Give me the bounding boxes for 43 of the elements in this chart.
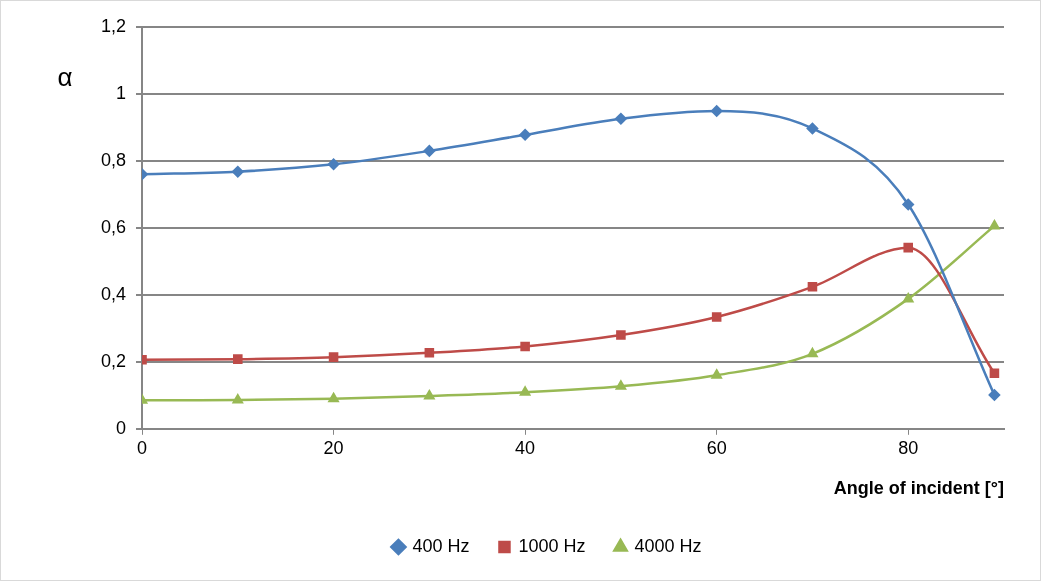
x-tick-label: 40 <box>515 437 536 458</box>
point <box>519 386 531 396</box>
x-tick-label: 20 <box>323 437 344 458</box>
point <box>988 389 1001 401</box>
point <box>328 352 339 362</box>
y-tick-label: 0,6 <box>100 216 127 237</box>
point <box>232 394 243 404</box>
point <box>710 105 723 117</box>
legend-label: 1000 Hz <box>518 535 586 556</box>
y-tick-label: 0,4 <box>100 283 127 304</box>
y-tick-label: 0,8 <box>100 149 127 170</box>
point <box>616 330 626 340</box>
point <box>989 220 1000 230</box>
point <box>519 129 531 141</box>
point <box>711 312 722 322</box>
point <box>902 198 914 211</box>
point <box>424 390 435 400</box>
point <box>615 380 627 390</box>
point <box>328 392 339 403</box>
point <box>903 242 914 253</box>
x-tick-label: 60 <box>706 437 727 458</box>
y-tick-label: 1,2 <box>100 15 127 36</box>
point <box>423 145 436 157</box>
point <box>807 282 818 292</box>
point <box>989 368 1000 378</box>
point <box>806 122 819 135</box>
point <box>232 165 244 178</box>
point <box>327 158 340 171</box>
y-tick-label: 0 <box>116 417 127 438</box>
point <box>233 354 243 364</box>
x-axis-title: Angle of incident [°] <box>833 478 1004 499</box>
point <box>711 369 722 379</box>
point <box>424 348 435 358</box>
point <box>615 112 627 125</box>
y-axis-title: α <box>57 62 73 93</box>
legend-label: 4000 Hz <box>634 535 702 556</box>
y-tick-label: 0,2 <box>100 350 127 371</box>
y-tick-label: 1 <box>116 82 127 103</box>
legend-label: 400 Hz <box>412 535 470 556</box>
x-tick-label: 0 <box>137 437 148 458</box>
x-tick-label: 80 <box>898 437 919 458</box>
point <box>903 293 914 303</box>
point <box>520 341 530 352</box>
